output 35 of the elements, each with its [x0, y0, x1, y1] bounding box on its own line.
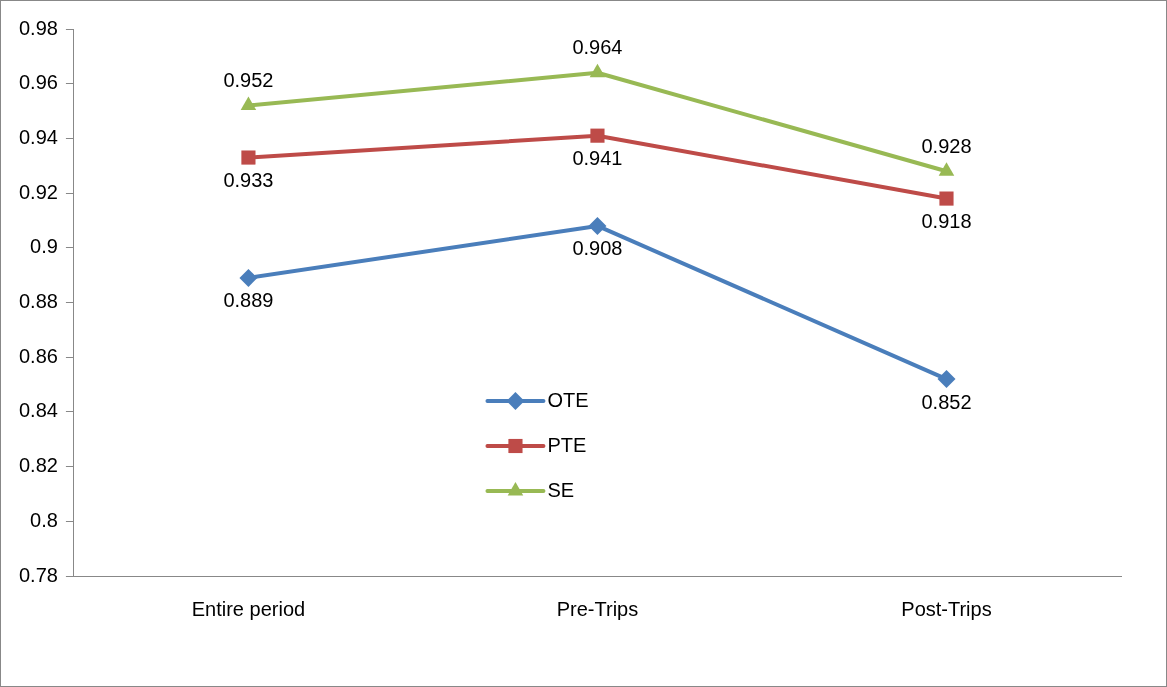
data-label: 0.964: [572, 36, 623, 59]
y-tick-label: 0.92: [18, 180, 58, 203]
data-label: 0.889: [223, 289, 274, 312]
y-tick-label: 0.98: [18, 16, 58, 39]
point: [589, 63, 606, 78]
legend-label: SE: [547, 478, 575, 501]
x-tick-label: Entire period: [191, 597, 306, 620]
data-label: 0.918: [921, 210, 972, 233]
point: [939, 191, 954, 206]
y-tick-label: 0.96: [18, 71, 58, 94]
data-label: 0.941: [572, 147, 623, 170]
y-tick-label: 0.84: [18, 399, 58, 422]
legend-label: PTE: [547, 433, 587, 456]
data-label: 0.852: [921, 390, 972, 413]
x-tick-label: Post-Trips: [901, 597, 992, 620]
y-tick-label: 0.78: [18, 563, 58, 586]
y-tick-label: 0.82: [18, 454, 58, 477]
y-tick-label: 0.86: [18, 344, 58, 367]
y-tick-label: 0.88: [18, 290, 58, 313]
data-label: 0.933: [223, 169, 274, 192]
point: [239, 268, 258, 287]
point: [937, 370, 956, 389]
y-tick-label: 0.9: [30, 235, 58, 258]
y-tick-label: 0.94: [18, 125, 58, 148]
point: [241, 150, 256, 165]
point: [240, 96, 257, 111]
x-tick-label: Pre-Trips: [556, 597, 639, 620]
point: [938, 162, 955, 176]
data-label: 0.928: [921, 134, 972, 157]
data-label: 0.908: [572, 237, 623, 260]
data-label: 0.952: [223, 69, 274, 92]
point: [588, 216, 607, 235]
y-tick-label: 0.8: [30, 508, 58, 531]
point: [590, 128, 605, 143]
legend-label: OTE: [547, 388, 589, 411]
